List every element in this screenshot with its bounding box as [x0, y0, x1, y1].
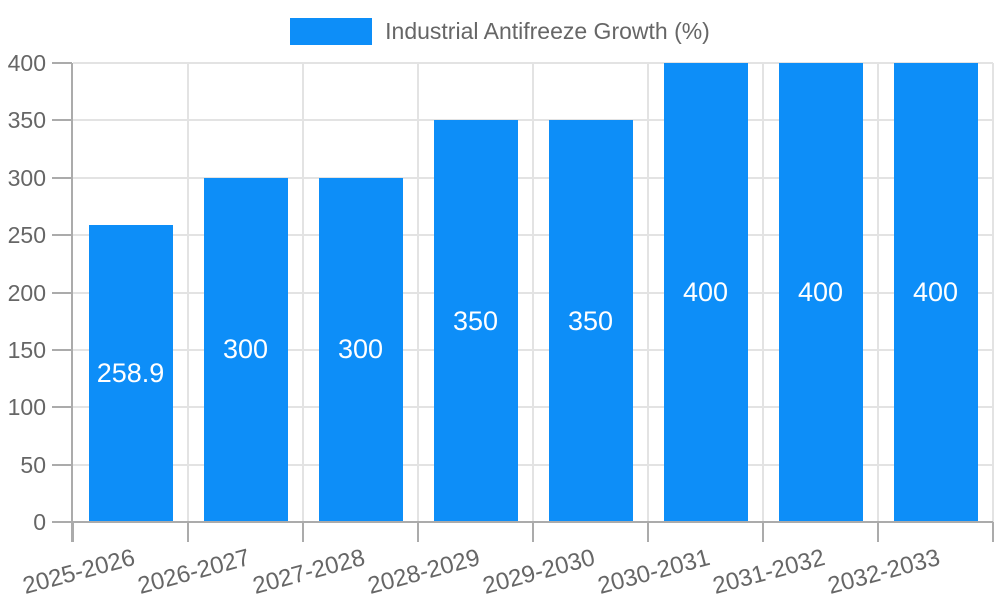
x-axis-tick-label: 2025-2026 [19, 544, 138, 600]
x-axis-tick [417, 522, 419, 542]
x-gridline [187, 63, 189, 522]
bar-value-label: 400 [682, 277, 729, 307]
x-axis-tick-label: 2027-2028 [249, 544, 368, 600]
bar-value-label: 400 [912, 277, 959, 307]
x-gridline [762, 63, 764, 522]
x-gridline [992, 63, 994, 522]
x-axis-tick [877, 522, 879, 542]
y-axis-tick [52, 291, 72, 294]
bar[interactable]: 258.9 [88, 224, 173, 522]
y-axis-tick-label: 150 [7, 336, 46, 363]
y-axis-tick [52, 176, 72, 179]
x-axis-tick-label: 2032-2033 [824, 544, 943, 600]
legend: Industrial Antifreeze Growth (%) [0, 18, 1000, 45]
y-axis-tick [52, 119, 72, 122]
y-axis-tick [52, 521, 72, 523]
y-axis-tick-label: 400 [7, 50, 46, 76]
x-axis-tick [72, 522, 74, 542]
legend-label: Industrial Antifreeze Growth (%) [385, 18, 710, 44]
bar-value-label: 400 [797, 277, 844, 307]
bar-value-label: 258.9 [96, 357, 165, 388]
y-axis-tick [52, 62, 72, 64]
bar[interactable]: 400 [893, 63, 978, 522]
x-axis-tick-label: 2028-2029 [364, 544, 483, 600]
y-axis-tick [52, 348, 72, 351]
x-gridline [877, 63, 879, 522]
y-axis-tick [52, 234, 72, 237]
x-axis-tick [532, 522, 534, 542]
y-axis-line [71, 63, 73, 542]
bar[interactable]: 350 [433, 120, 518, 522]
y-axis-tick-label: 200 [7, 279, 46, 306]
y-axis-tick [52, 406, 72, 409]
bar[interactable]: 400 [778, 63, 863, 522]
bar-value-label: 350 [452, 305, 499, 336]
y-axis-tick-label: 300 [7, 164, 46, 191]
bar[interactable]: 350 [548, 120, 633, 522]
y-axis-tick-label: 100 [7, 394, 46, 421]
y-axis-tick [52, 463, 72, 466]
x-axis-tick [647, 522, 649, 542]
y-axis-tick-label: 250 [7, 222, 46, 249]
x-gridline [532, 63, 534, 522]
legend-item[interactable]: Industrial Antifreeze Growth (%) [290, 18, 710, 45]
x-axis-tick [762, 522, 764, 542]
bar[interactable]: 300 [203, 177, 288, 522]
bar[interactable]: 300 [318, 177, 403, 522]
x-axis-tick-label: 2029-2030 [479, 544, 598, 600]
y-axis-tick-label: 350 [7, 107, 46, 134]
y-axis-tick-label: 0 [33, 509, 46, 535]
bar[interactable]: 400 [663, 63, 748, 522]
x-axis-tick-label: 2026-2027 [134, 544, 253, 600]
x-axis-tick [187, 522, 189, 542]
x-gridline [302, 63, 304, 522]
x-gridline [647, 63, 649, 522]
bar-value-label: 350 [567, 305, 614, 336]
legend-swatch-icon [290, 18, 373, 45]
x-gridline [417, 63, 419, 522]
x-axis-tick-label: 2030-2031 [594, 544, 713, 600]
x-axis-tick [302, 522, 304, 542]
x-axis-tick-label: 2031-2032 [709, 544, 828, 600]
bar-value-label: 300 [337, 334, 384, 365]
bar-value-label: 300 [222, 334, 269, 365]
x-axis-tick [992, 522, 994, 542]
x-axis-line [71, 521, 993, 523]
y-axis-tick-label: 50 [20, 451, 46, 478]
